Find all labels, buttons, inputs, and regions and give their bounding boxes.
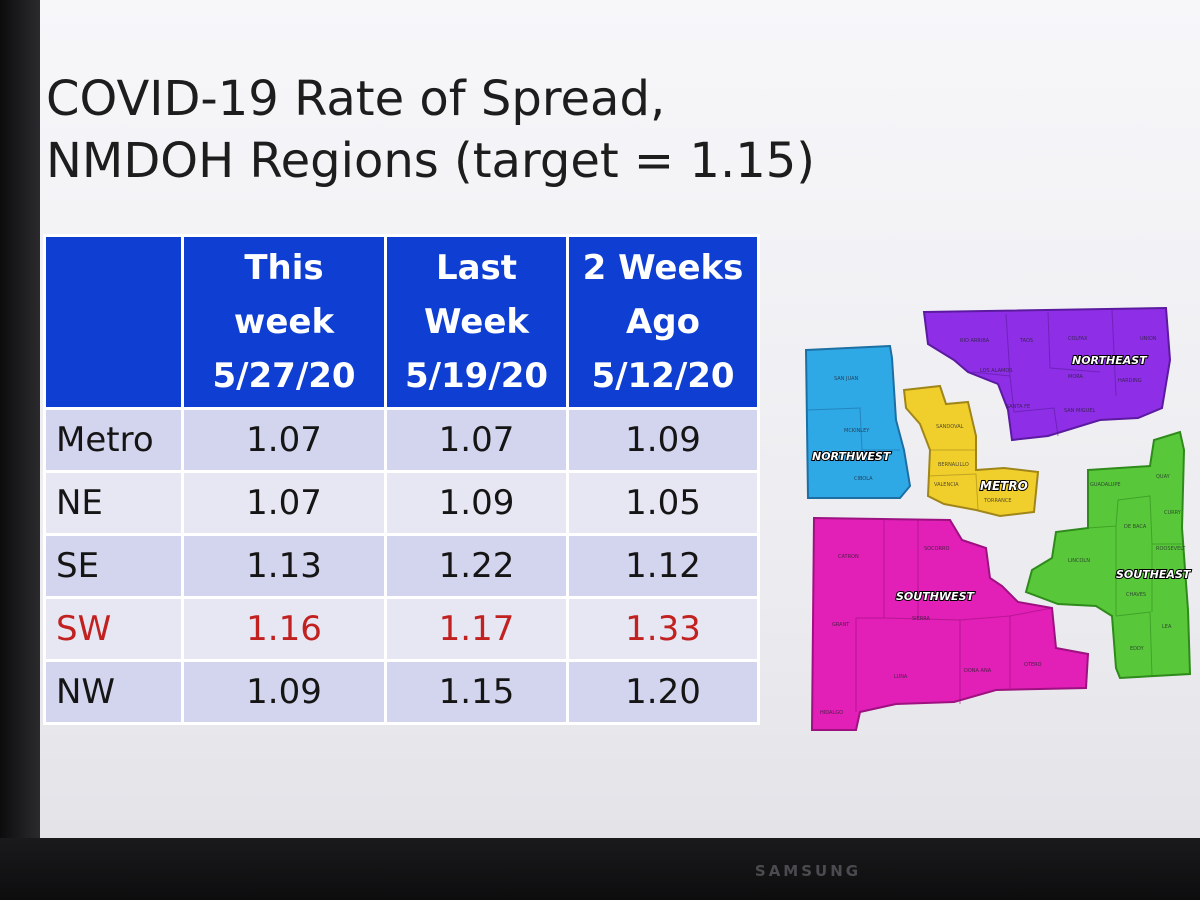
header-line: 2 Weeks (582, 248, 744, 288)
table-row-se: SE 1.13 1.22 1.12 (43, 533, 760, 599)
table-row-ne: NE 1.07 1.09 1.05 (43, 470, 760, 536)
county-label: GUADALUPE (1090, 482, 1121, 488)
county-label: CATRON (838, 554, 859, 560)
presentation-slide: COVID-19 Rate of Spread, NMDOH Regions (… (40, 0, 1200, 842)
county-label: SIERRA (912, 616, 931, 622)
county-label: LOS ALAMOS (980, 368, 1012, 374)
county-label: LUNA (894, 674, 908, 680)
value-this-week: 1.07 (181, 470, 387, 536)
region-northeast (922, 306, 1172, 442)
value-last-week: 1.07 (384, 407, 569, 473)
header-corner-cell (43, 234, 184, 410)
value-this-week: 1.07 (181, 407, 387, 473)
table-header-row: This week 5/27/20 Last Week 5/19/20 2 We… (43, 234, 760, 410)
header-two-weeks-ago: 2 Weeks Ago 5/12/20 (566, 234, 760, 410)
county-label: QUAY (1156, 474, 1171, 480)
region-metro (902, 384, 1040, 518)
county-label: HIDALGO (820, 710, 843, 716)
region-southeast (1024, 430, 1192, 680)
region-cell: NW (43, 659, 184, 725)
value-two-weeks-ago: 1.20 (566, 659, 760, 725)
header-line: Week (423, 302, 530, 342)
county-label: MCKINLEY (844, 428, 870, 434)
label-northeast: NORTHEAST (1072, 354, 1148, 367)
county-label: TAOS (1019, 338, 1033, 344)
value-last-week: 1.09 (384, 470, 569, 536)
value-two-weeks-ago: 1.09 (566, 407, 760, 473)
label-southeast: SOUTHEAST (1116, 568, 1192, 581)
monitor-brand-logo: SAMSUNG (754, 862, 862, 880)
county-label: CURRY (1164, 510, 1182, 516)
value-this-week: 1.09 (181, 659, 387, 725)
value-this-week: 1.16 (181, 596, 387, 662)
region-cell: SE (43, 533, 184, 599)
county-label: OTERO (1024, 662, 1042, 668)
county-label: CHAVES (1126, 592, 1146, 598)
header-line: Ago (625, 302, 700, 342)
county-label: VALENCIA (934, 482, 959, 488)
county-label: UNION (1140, 336, 1157, 342)
header-line: Last (435, 248, 518, 288)
region-cell: SW (43, 596, 184, 662)
table-row-metro: Metro 1.07 1.07 1.09 (43, 407, 760, 473)
county-label: LINCOLN (1068, 558, 1090, 564)
county-label: ROOSEVELT (1156, 546, 1186, 552)
monitor-bezel-left (0, 0, 42, 900)
county-label: RIO ARRIBA (960, 338, 990, 344)
value-this-week: 1.13 (181, 533, 387, 599)
slide-title-line-1: COVID-19 Rate of Spread, (46, 71, 666, 127)
monitor-bezel-bottom (0, 838, 1200, 900)
label-northwest: NORTHWEST (812, 450, 892, 463)
county-label: BERNALILLO (938, 462, 969, 468)
county-label: GRANT (832, 622, 850, 628)
slide-title-line-2: NMDOH Regions (target = 1.15) (46, 133, 816, 189)
header-line: This (244, 248, 324, 288)
header-date: 5/27/20 (212, 356, 356, 396)
label-southwest: SOUTHWEST (896, 590, 975, 603)
value-last-week: 1.22 (384, 533, 569, 599)
table-row-nw: NW 1.09 1.15 1.20 (43, 659, 760, 725)
county-label: MORA (1068, 374, 1084, 380)
rate-of-spread-table: This week 5/27/20 Last Week 5/19/20 2 We… (43, 234, 760, 725)
nm-regions-map: NORTHWEST NORTHEAST METRO SOUTHWEST SOUT… (804, 306, 1193, 731)
county-label: SAN MIGUEL (1064, 408, 1095, 414)
region-southwest (810, 516, 1090, 731)
region-cell: NE (43, 470, 184, 536)
label-metro: METRO (980, 479, 1028, 493)
value-two-weeks-ago: 1.12 (566, 533, 760, 599)
county-label: EDDY (1130, 646, 1145, 652)
table-row-sw: SW 1.16 1.17 1.33 (43, 596, 760, 662)
header-date: 5/19/20 (404, 356, 549, 396)
header-line: week (233, 302, 335, 342)
region-northwest (804, 344, 912, 499)
county-label: SANTA FE (1006, 404, 1030, 410)
value-last-week: 1.15 (384, 659, 569, 725)
county-label: LEA (1162, 624, 1172, 630)
county-label: DE BACA (1124, 524, 1147, 530)
county-label: HARDING (1118, 378, 1142, 384)
value-two-weeks-ago: 1.33 (566, 596, 760, 662)
value-last-week: 1.17 (384, 596, 569, 662)
county-label: DONA ANA (964, 668, 992, 674)
county-label: SANDOVAL (936, 424, 964, 430)
slide-title: COVID-19 Rate of Spread, NMDOH Regions (… (46, 68, 1046, 192)
county-label: SOCORRO (924, 546, 949, 552)
county-label: COLFAX (1068, 336, 1088, 342)
header-this-week: This week 5/27/20 (181, 234, 387, 410)
header-date: 5/12/20 (591, 356, 735, 396)
county-label: TORRANCE (983, 498, 1012, 504)
value-two-weeks-ago: 1.05 (566, 470, 760, 536)
region-cell: Metro (43, 407, 184, 473)
county-label: CIBOLA (854, 476, 873, 482)
county-label: SAN JUAN (834, 376, 859, 382)
header-last-week: Last Week 5/19/20 (384, 234, 569, 410)
